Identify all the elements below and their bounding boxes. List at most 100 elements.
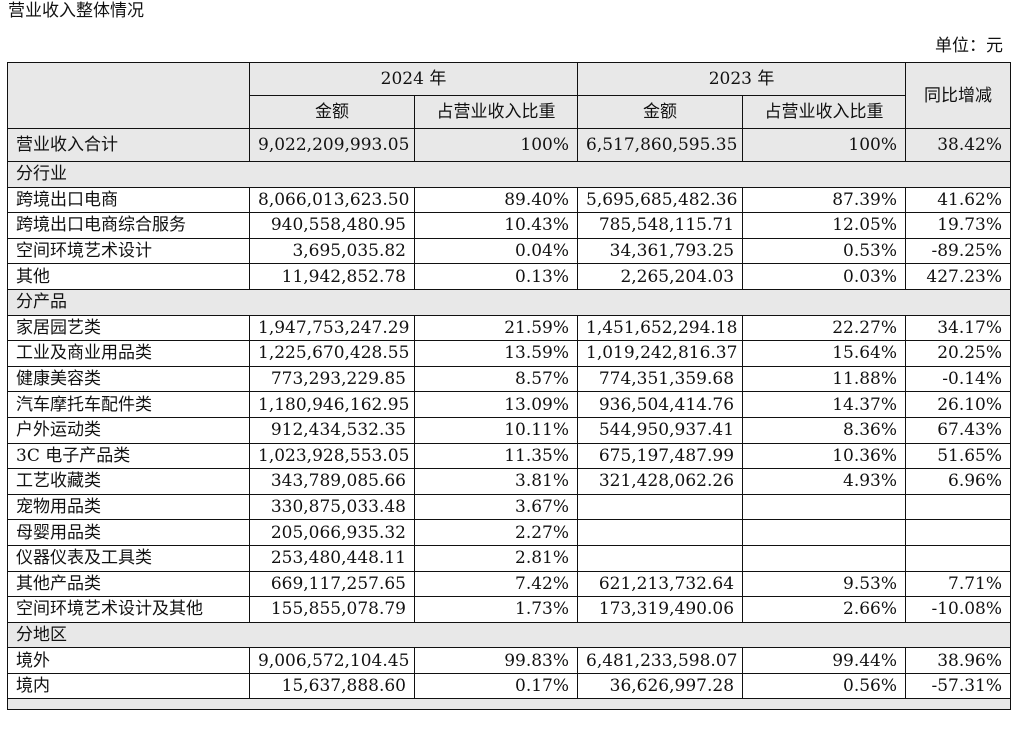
share-2024: 3.81% (413, 468, 579, 495)
amount-2023: 621,213,732.64 (577, 570, 744, 598)
page-title: 营业收入整体情况 (8, 1, 144, 21)
amount-2024: 343,789,085.66 (249, 468, 415, 495)
yoy-change: 19.73% (905, 212, 1012, 239)
yoy-change (905, 519, 1012, 546)
trailing-row (6, 698, 1012, 711)
amount-2023: 785,548,115.71 (577, 212, 744, 239)
amount-2023: 173,319,490.06 (577, 596, 744, 623)
header-year-2023: 2023 年 (577, 62, 907, 96)
row-label: 跨境出口电商综合服务 (7, 212, 250, 239)
amount-2024: 1,180,946,162.95 (249, 391, 415, 418)
row-label: 3C 电子产品类 (7, 442, 250, 470)
share-2024: 8.57% (413, 365, 579, 393)
amount-2023: 544,950,937.41 (577, 416, 744, 444)
amount-2024: 11,942,852.78 (249, 263, 415, 290)
section-title: 分行业 (6, 161, 1012, 188)
amount-2023: 774,351,359.68 (577, 365, 744, 393)
share-2023: 14.37% (742, 391, 907, 418)
amount-2023 (577, 519, 744, 546)
row-label: 户外运动类 (7, 416, 250, 444)
row-label: 境内 (7, 672, 250, 700)
amount-2024: 8,066,013,623.50 (249, 186, 415, 214)
amount-2024: 3,695,035.82 (249, 237, 415, 265)
share-2024: 2.27% (413, 519, 579, 546)
amount-2024: 912,434,532.35 (249, 416, 415, 444)
amount-2024: 1,023,928,553.05 (249, 442, 415, 470)
table-row: 跨境出口电商综合服务 940,558,480.95 10.43% 785,548,11… (7, 212, 1012, 239)
amount-2024: 940,558,480.95 (249, 212, 415, 239)
row-label: 其他 (7, 263, 250, 290)
yoy-change: 26.10% (905, 391, 1012, 418)
table-row: 汽车摩托车配件类 1,180,946,162.95 13.09% 936,504,41… (7, 391, 1012, 418)
yoy-change: -0.14% (905, 365, 1012, 393)
yoy-change (905, 544, 1012, 572)
amount-2023: 1,451,652,294.18 (577, 314, 744, 342)
section-title: 分产品 (6, 288, 1012, 316)
table-row: 户外运动类 912,434,532.35 10.11% 544,950,937.41 8… (7, 416, 1012, 444)
amount-2024: 773,293,229.85 (249, 365, 415, 393)
amount-2024: 253,480,448.11 (249, 544, 415, 572)
amount-2023: 936,504,414.76 (577, 391, 744, 418)
unit-label: 单位：元 (935, 36, 1003, 56)
table-body: 营业收入合计 9,022,209,993.05 100% 6,517,860,5… (6, 128, 1012, 711)
share-2023: 22.27% (742, 314, 907, 342)
header-amount-2024: 金额 (249, 95, 415, 129)
row-label: 汽车摩托车配件类 (7, 391, 250, 418)
header-share-2024: 占营业收入比重 (413, 95, 579, 129)
amount-2023: 5,695,685,482.36 (577, 186, 744, 214)
table-row: 工业及商业用品类 1,225,670,428.55 13.59% 1,019,242,… (7, 340, 1012, 367)
share-2023: 9.53% (742, 570, 907, 598)
row-label: 工艺收藏类 (7, 468, 250, 495)
row-label: 仪器仪表及工具类 (7, 544, 250, 572)
share-2023 (742, 519, 907, 546)
header-share-2023: 占营业收入比重 (742, 95, 907, 129)
section-title: 分地区 (6, 621, 1012, 649)
header-amount-2023: 金额 (577, 95, 744, 129)
yoy-change: 67.43% (905, 416, 1012, 444)
header-row-years: 2024 年 2023 年 同比增减 (7, 62, 1012, 129)
share-2024: 10.43% (413, 212, 579, 239)
amount-2024: 1,225,670,428.55 (249, 340, 415, 367)
share-2024: 21.59% (413, 314, 579, 342)
table-row: 其他 11,942,852.78 0.13% 2,265,204.03 0.03% 427… (7, 263, 1012, 290)
yoy-change: -10.08% (905, 596, 1012, 623)
table-row: 工艺收藏类 343,789,085.66 3.81% 321,428,062.26 4.… (7, 468, 1012, 495)
yoy-change: 38.96% (905, 647, 1012, 674)
amount-2023: 2,265,204.03 (577, 263, 744, 290)
share-2023: 0.53% (742, 237, 907, 265)
share-2024: 11.35% (413, 442, 579, 470)
share-2024: 0.13% (413, 263, 579, 290)
table-row: 跨境出口电商 8,066,013,623.50 89.40% 5,695,685,48… (7, 186, 1012, 214)
total-label: 营业收入合计 (7, 128, 250, 162)
share-2024: 0.04% (413, 237, 579, 265)
share-2023: 15.64% (742, 340, 907, 367)
table-row: 其他产品类 669,117,257.65 7.42% 621,213,732.64 9.… (7, 570, 1012, 598)
row-label: 空间环境艺术设计及其他 (7, 596, 250, 623)
revenue-table: 2024 年 2023 年 同比增减 金额 占营业收入比重 金额 占营业收入比重… (6, 62, 1012, 711)
row-label: 跨境出口电商 (7, 186, 250, 214)
total-amount-2023: 6,517,860,595.35 (577, 128, 744, 162)
table-row: 3C 电子产品类 1,023,928,553.05 11.35% 675,197,48… (7, 442, 1012, 470)
total-share-2024: 100% (413, 128, 579, 162)
table-row: 健康美容类 773,293,229.85 8.57% 774,351,359.68 11… (7, 365, 1012, 393)
row-label: 健康美容类 (7, 365, 250, 393)
table-row: 家居园艺类 1,947,753,247.29 21.59% 1,451,652,294… (7, 314, 1012, 342)
yoy-change: -89.25% (905, 237, 1012, 265)
table-row: 母婴用品类 205,066,935.32 2.27% (7, 519, 1012, 546)
yoy-change: -57.31% (905, 672, 1012, 700)
table-row: 境外 9,006,572,104.45 99.83% 6,481,233,598.07… (7, 647, 1012, 674)
yoy-change (905, 493, 1012, 521)
total-amount-2024: 9,022,209,993.05 (249, 128, 415, 162)
amount-2023: 6,481,233,598.07 (577, 647, 744, 674)
share-2023: 11.88% (742, 365, 907, 393)
share-2023: 4.93% (742, 468, 907, 495)
amount-2024: 669,117,257.65 (249, 570, 415, 598)
amount-2024: 9,006,572,104.45 (249, 647, 415, 674)
share-2024: 89.40% (413, 186, 579, 214)
table-row: 宠物用品类 330,875,033.48 3.67% (7, 493, 1012, 521)
header-yoy: 同比增减 (905, 62, 1012, 129)
total-yoy: 38.42% (905, 128, 1012, 162)
share-2023: 87.39% (742, 186, 907, 214)
share-2024: 3.67% (413, 493, 579, 521)
section-header-row: 分地区 (6, 621, 1012, 649)
